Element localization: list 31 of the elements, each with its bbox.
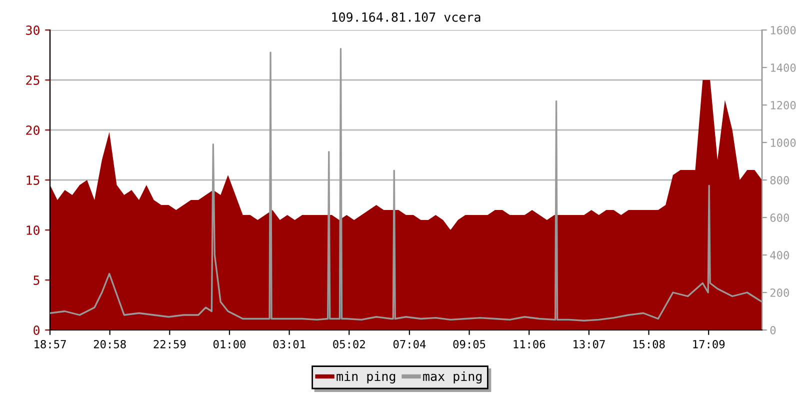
x-tick-label: 22:59 xyxy=(154,340,186,348)
y2-tick-label: 800 xyxy=(770,176,789,184)
legend-label: min ping xyxy=(336,371,396,384)
x-tick-label: 18:57 xyxy=(34,340,66,348)
y-tick-label: 25 xyxy=(26,76,40,85)
y-tick-label: 20 xyxy=(26,126,40,135)
y2-tick-label: 1200 xyxy=(770,101,796,110)
x-tick-label: 13:07 xyxy=(574,340,605,348)
legend-label: max ping xyxy=(423,371,482,384)
y-tick-label: 30 xyxy=(26,26,40,35)
x-tick-label: 11:06 xyxy=(514,340,546,348)
x-tick-label: 09:05 xyxy=(453,340,486,348)
y-tick-label: 0 xyxy=(34,326,40,335)
x-tick-label: 01:00 xyxy=(213,340,246,348)
chart-title: 109.164.81.107 vcera xyxy=(332,12,480,22)
y-tick-label: 5 xyxy=(34,276,40,285)
x-tick-label: 05:02 xyxy=(333,340,365,348)
y-tick-label: 15 xyxy=(26,176,40,185)
y2-tick-label: 1400 xyxy=(770,64,796,72)
y2-tick-label: 600 xyxy=(770,214,789,222)
x-tick-label: 03:01 xyxy=(273,340,306,348)
y2-tick-label: 1600 xyxy=(770,26,796,34)
y-tick-label: 10 xyxy=(26,226,40,235)
y2-tick-label: 1000 xyxy=(770,138,796,147)
x-tick-label: 17:09 xyxy=(693,340,725,348)
x-tick-label: 07:04 xyxy=(393,340,426,348)
x-tick-label: 20:58 xyxy=(94,340,126,348)
y2-tick-label: 200 xyxy=(770,288,789,297)
y2-tick-label: 0 xyxy=(770,326,776,334)
x-tick-label: 15:08 xyxy=(633,340,665,348)
y2-tick-label: 400 xyxy=(770,251,789,260)
